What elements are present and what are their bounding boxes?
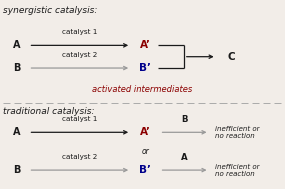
Text: B: B [13,63,21,73]
Text: catalyst 2: catalyst 2 [62,154,97,160]
Text: C: C [227,52,235,62]
Text: B: B [181,115,188,124]
Text: inefficient or
no reaction: inefficient or no reaction [215,164,260,177]
Text: A’: A’ [140,127,151,137]
Text: catalyst 1: catalyst 1 [62,29,97,35]
Text: synergistic catalysis:: synergistic catalysis: [3,6,98,15]
Text: B: B [13,165,21,175]
Text: catalyst 2: catalyst 2 [62,52,97,58]
Text: inefficient or
no reaction: inefficient or no reaction [215,126,260,139]
Text: B’: B’ [139,165,151,175]
Text: A: A [13,40,21,50]
Text: or: or [141,147,149,156]
Text: traditional catalysis:: traditional catalysis: [3,107,95,116]
Text: catalyst 1: catalyst 1 [62,116,97,122]
Text: A: A [181,153,188,162]
Text: B’: B’ [139,63,151,73]
Text: activated intermediates: activated intermediates [92,85,193,94]
Text: A: A [13,127,21,137]
Text: A’: A’ [140,40,151,50]
